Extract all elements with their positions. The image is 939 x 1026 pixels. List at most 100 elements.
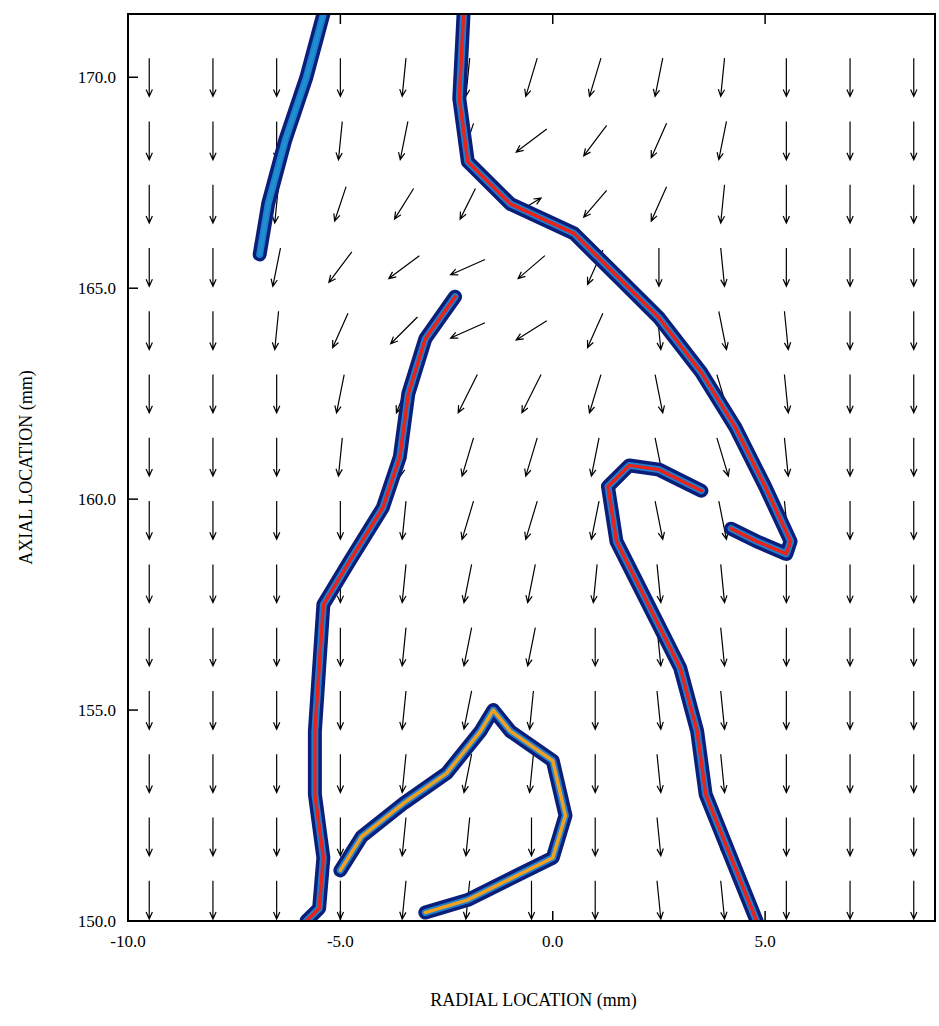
velocity-vector	[462, 628, 471, 666]
velocity-vector	[399, 121, 408, 159]
velocity-vector	[656, 248, 662, 286]
velocity-vector	[911, 691, 917, 729]
chart: -10.0-5.00.05.0150.0155.0160.0165.0170.0…	[0, 0, 939, 1026]
velocity-vector	[274, 58, 280, 96]
y-tick-label: 160.0	[78, 490, 116, 509]
velocity-vector	[783, 628, 789, 666]
velocity-vector	[462, 691, 471, 729]
velocity-vector	[400, 628, 406, 666]
velocity-vector	[146, 438, 152, 476]
x-tick	[340, 911, 342, 921]
front-band	[340, 710, 565, 912]
velocity-vector	[783, 754, 789, 792]
velocity-vector	[526, 628, 535, 666]
velocity-vector	[721, 564, 727, 602]
plot-area	[146, 14, 917, 921]
velocity-vector	[337, 754, 343, 792]
velocity-vector	[847, 881, 853, 919]
velocity-vector	[400, 818, 406, 856]
velocity-vector	[911, 121, 917, 159]
velocity-vector	[718, 185, 724, 223]
x-tick-top	[552, 14, 554, 24]
velocity-vector	[847, 501, 853, 539]
velocity-vector	[458, 375, 477, 413]
velocity-vector	[210, 121, 216, 159]
velocity-vector	[461, 501, 473, 539]
velocity-vector	[655, 375, 664, 413]
velocity-vector	[592, 628, 598, 666]
velocity-vector	[274, 691, 280, 729]
velocity-vector	[210, 248, 216, 286]
velocity-vector	[847, 375, 853, 413]
velocity-vector	[210, 58, 216, 96]
velocity-vector	[528, 881, 534, 919]
velocity-vector	[527, 754, 533, 792]
velocity-vector	[847, 691, 853, 729]
velocity-vector	[333, 313, 348, 347]
velocity-vector	[783, 58, 789, 96]
front-halo	[340, 710, 565, 912]
velocity-vector	[847, 818, 853, 856]
velocity-vector	[657, 881, 663, 919]
velocity-vector	[783, 818, 789, 856]
x-tick-top	[340, 14, 342, 24]
velocity-vector	[590, 501, 599, 539]
velocity-vector	[210, 628, 216, 666]
velocity-vector	[847, 628, 853, 666]
velocity-vector	[783, 691, 789, 729]
velocity-vector	[210, 564, 216, 602]
x-tick-top	[127, 14, 129, 24]
velocity-vector	[719, 311, 728, 349]
y-tick	[128, 920, 138, 922]
velocity-vector	[592, 691, 598, 729]
velocity-vector	[525, 438, 537, 476]
velocity-vector	[911, 248, 917, 286]
velocity-vector	[146, 311, 152, 349]
velocity-vector	[210, 311, 216, 349]
velocity-vector	[783, 248, 789, 286]
velocity-vector	[274, 375, 280, 413]
velocity-vector	[721, 628, 727, 666]
velocity-vector	[783, 881, 789, 919]
velocity-vector	[717, 438, 729, 476]
velocity-vector	[337, 628, 343, 666]
velocity-vector	[400, 754, 406, 792]
velocity-vector	[146, 881, 152, 919]
velocity-vector	[210, 881, 216, 919]
velocity-vector	[847, 185, 853, 223]
velocity-vector	[451, 323, 485, 338]
velocity-vector	[400, 58, 406, 96]
y-tick	[128, 77, 138, 79]
velocity-vector	[784, 311, 790, 349]
velocity-vector	[783, 121, 789, 159]
velocity-vector	[718, 58, 724, 96]
velocity-vector	[400, 501, 406, 539]
velocity-vector	[146, 121, 152, 159]
front-band	[608, 465, 757, 921]
velocity-vector	[847, 311, 853, 349]
velocity-vector	[274, 628, 280, 666]
velocity-vector	[911, 818, 917, 856]
velocity-vector	[592, 754, 598, 792]
velocity-vector	[721, 248, 727, 286]
velocity-vector	[518, 256, 545, 279]
velocity-vector	[335, 375, 344, 413]
velocity-vector	[395, 189, 414, 220]
velocity-vector	[336, 121, 342, 159]
velocity-vector	[274, 501, 280, 539]
velocity-vector	[911, 501, 917, 539]
velocity-vector	[337, 501, 343, 539]
front-halo	[260, 14, 324, 254]
velocity-vector	[911, 564, 917, 602]
velocity-vector	[461, 438, 473, 476]
velocity-vector	[591, 564, 597, 602]
velocity-vector	[146, 754, 152, 792]
velocity-vector	[146, 818, 152, 856]
velocity-vector	[847, 58, 853, 96]
velocity-vector	[717, 121, 726, 159]
velocity-vector	[400, 564, 406, 602]
velocity-vector	[721, 691, 727, 729]
velocity-vector	[911, 438, 917, 476]
velocity-vector	[271, 248, 280, 286]
y-tick	[128, 709, 138, 711]
